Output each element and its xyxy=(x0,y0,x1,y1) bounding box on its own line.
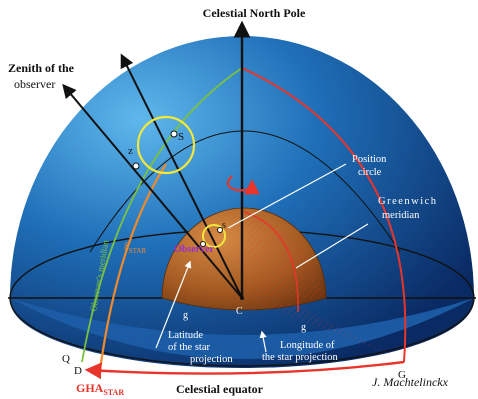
label-Q: Q xyxy=(62,353,70,365)
earth-greenwich-arc xyxy=(243,211,299,313)
star-hour-circle-arc xyxy=(98,163,167,371)
label-Z: z xyxy=(128,145,133,157)
celestial-front-band xyxy=(10,298,474,359)
label-small-g: g xyxy=(301,322,306,333)
point-C xyxy=(240,296,244,300)
gha-arc xyxy=(84,360,405,380)
star-line xyxy=(120,53,243,299)
longitude-pointer xyxy=(259,330,267,353)
greenwich-meridian-arc xyxy=(241,67,407,363)
celestial-north-pole-label: Celestial North Pole xyxy=(203,6,306,20)
sky-position-circle xyxy=(136,115,196,175)
greenwich-label-line1: Greenwich xyxy=(378,196,438,207)
zenith-line xyxy=(62,83,243,299)
gha-hatched-area xyxy=(242,298,404,360)
label-lowercase-g: g xyxy=(183,310,188,321)
label-s: s xyxy=(222,220,226,231)
label-S: S xyxy=(178,131,184,143)
earth-greenwich-hatch xyxy=(244,212,326,298)
back-meridian-arc xyxy=(89,130,401,253)
latitude-label-line2: of the star xyxy=(168,342,210,353)
greenwich-label-line2: meridian xyxy=(382,210,420,221)
gha-label: GHASTAR xyxy=(76,381,124,397)
label-D: D xyxy=(74,365,82,377)
zenith-label-line2: observer xyxy=(14,77,55,91)
earth-position-circle xyxy=(202,224,226,248)
latitude-label-line3: projection xyxy=(190,354,233,365)
author-credit: J. Machtelinckx xyxy=(372,375,449,389)
label-C: C xyxy=(236,306,243,317)
declination-subscript: STAR xyxy=(129,247,147,255)
declination-symbol: δ xyxy=(124,242,129,253)
position-circle-pointer xyxy=(227,163,347,229)
longitude-label-line1: Longitude of xyxy=(280,340,335,351)
observer-label: Observer xyxy=(174,244,215,255)
observer-meridian-arc xyxy=(81,67,243,363)
point-s xyxy=(217,227,223,233)
latitude-pointer xyxy=(155,260,192,349)
rotation-arrow-icon xyxy=(226,175,260,195)
gha-subscript: STAR xyxy=(103,388,124,397)
longitude-label-line2: the star projection xyxy=(262,352,339,363)
gha-main: GHA xyxy=(76,381,104,395)
point-z xyxy=(200,241,206,247)
latitude-label-line1: Latitude xyxy=(168,330,203,341)
label-G: G xyxy=(398,369,406,381)
position-circle-label-line1: Position xyxy=(352,154,387,165)
celestial-equator-label: Celestial equator xyxy=(176,382,264,396)
point-S xyxy=(170,130,178,138)
declination-label: δSTAR xyxy=(124,242,146,255)
greenwich-pointer xyxy=(295,223,369,269)
point-Z xyxy=(132,162,140,170)
zenith-label-line1: Zenith of the xyxy=(8,61,75,75)
position-circle-label-line2: circle xyxy=(358,167,382,178)
